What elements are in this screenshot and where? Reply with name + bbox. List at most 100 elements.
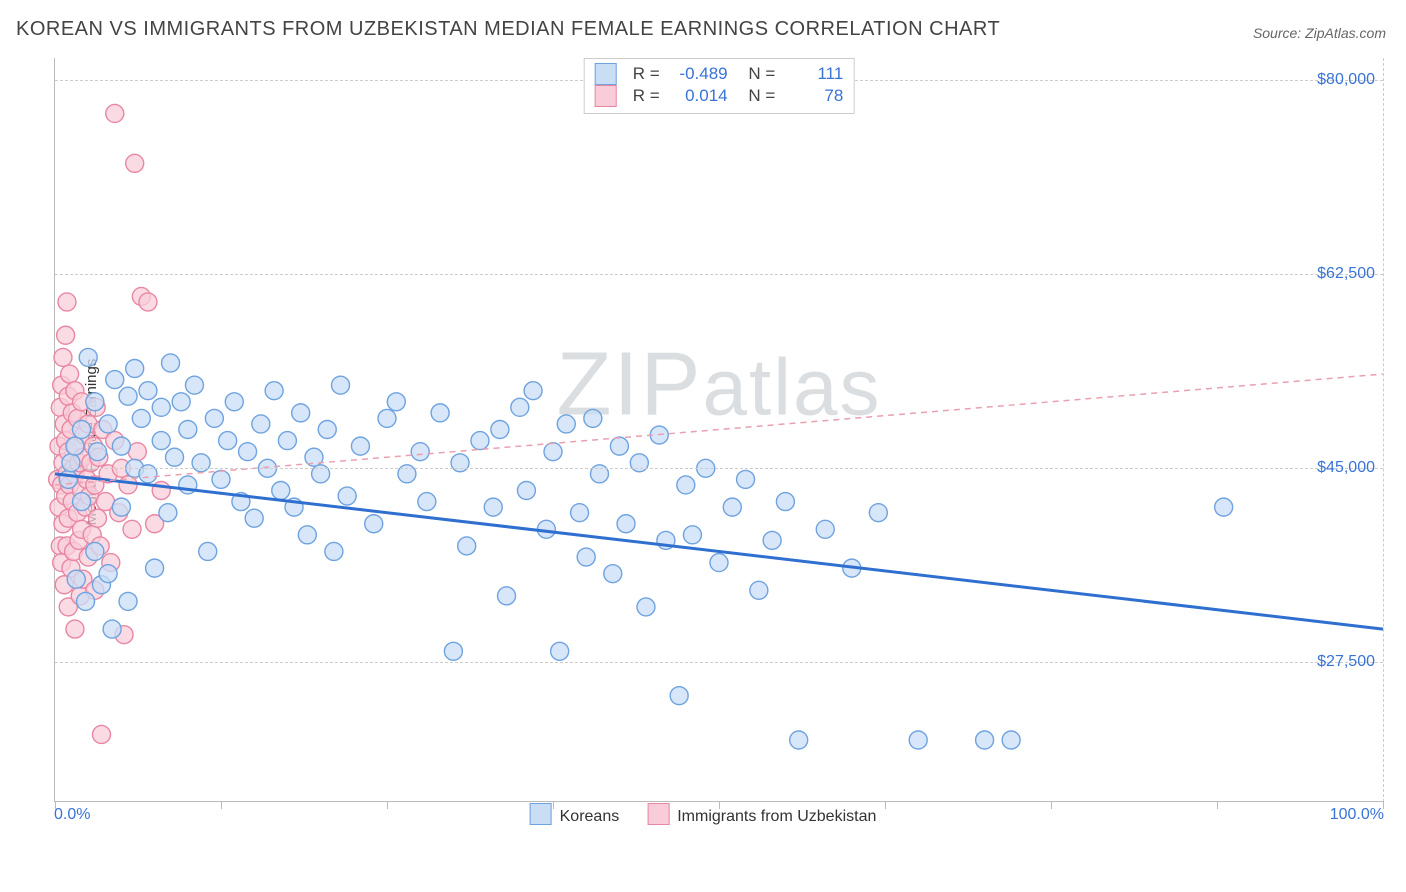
- data-point-koreans: [976, 731, 994, 749]
- data-point-koreans: [511, 398, 529, 416]
- data-point-koreans: [159, 504, 177, 522]
- data-point-koreans: [99, 565, 117, 583]
- data-point-koreans: [551, 642, 569, 660]
- y-tick-label: $80,000: [1317, 71, 1375, 89]
- data-point-uzbekistan: [58, 293, 76, 311]
- data-point-koreans: [1002, 731, 1020, 749]
- data-point-koreans: [869, 504, 887, 522]
- data-point-koreans: [683, 526, 701, 544]
- n-value-koreans: 111: [783, 64, 843, 84]
- data-point-koreans: [471, 432, 489, 450]
- data-point-koreans: [205, 409, 223, 427]
- legend-row-uzbekistan: R = 0.014 N = 78: [595, 85, 844, 107]
- swatch-uzbekistan: [595, 85, 617, 107]
- data-point-koreans: [59, 470, 77, 488]
- n-label: N =: [748, 86, 775, 106]
- data-point-koreans: [677, 476, 695, 494]
- data-point-koreans: [272, 481, 290, 499]
- chart-area: Median Female Earnings ZIPatlas R = -0.4…: [16, 52, 1390, 832]
- data-point-koreans: [418, 493, 436, 511]
- n-value-uzbekistan: 78: [783, 86, 843, 106]
- gridline: [55, 274, 1383, 275]
- data-point-koreans: [584, 409, 602, 427]
- data-point-koreans: [909, 731, 927, 749]
- data-point-koreans: [166, 448, 184, 466]
- x-max-label: 100.0%: [1330, 806, 1384, 824]
- data-point-koreans: [77, 592, 95, 610]
- data-point-koreans: [86, 393, 104, 411]
- gridline: [55, 468, 1383, 469]
- data-point-koreans: [112, 437, 130, 455]
- data-point-koreans: [544, 443, 562, 461]
- data-point-koreans: [737, 470, 755, 488]
- data-point-koreans: [278, 432, 296, 450]
- header-bar: KOREAN VS IMMIGRANTS FROM UZBEKISTAN MED…: [0, 0, 1406, 49]
- data-point-koreans: [245, 509, 263, 527]
- data-point-koreans: [365, 515, 383, 533]
- source-name: ZipAtlas.com: [1305, 25, 1386, 41]
- data-point-koreans: [106, 371, 124, 389]
- data-point-koreans: [219, 432, 237, 450]
- data-point-koreans: [710, 554, 728, 572]
- swatch-koreans: [595, 63, 617, 85]
- data-point-koreans: [152, 432, 170, 450]
- plot-region: ZIPatlas R = -0.489 N = 111 R = 0.014 N …: [54, 58, 1384, 802]
- data-point-uzbekistan: [66, 620, 84, 638]
- data-point-koreans: [524, 382, 542, 400]
- data-point-koreans: [119, 592, 137, 610]
- data-point-koreans: [750, 581, 768, 599]
- data-point-koreans: [557, 415, 575, 433]
- data-point-koreans: [637, 598, 655, 616]
- data-point-koreans: [73, 421, 91, 439]
- scatter-svg-layer: [55, 58, 1383, 801]
- source-credit: Source: ZipAtlas.com: [1253, 25, 1386, 41]
- data-point-koreans: [119, 387, 137, 405]
- data-point-koreans: [610, 437, 628, 455]
- r-label: R =: [633, 64, 660, 84]
- chart-title: KOREAN VS IMMIGRANTS FROM UZBEKISTAN MED…: [16, 18, 1000, 41]
- data-point-uzbekistan: [126, 154, 144, 172]
- legend-item-uzbekistan: Immigrants from Uzbekistan: [647, 803, 876, 826]
- data-point-koreans: [604, 565, 622, 583]
- r-label: R =: [633, 86, 660, 106]
- y-tick-label: $45,000: [1317, 459, 1375, 477]
- data-point-koreans: [763, 531, 781, 549]
- data-point-koreans: [67, 570, 85, 588]
- data-point-koreans: [112, 498, 130, 516]
- data-point-koreans: [484, 498, 502, 516]
- swatch-uzbekistan: [647, 803, 669, 825]
- x-tick: [885, 801, 886, 809]
- data-point-koreans: [185, 376, 203, 394]
- x-tick: [387, 801, 388, 809]
- y-tick-label: $27,500: [1317, 653, 1375, 671]
- data-point-uzbekistan: [139, 293, 157, 311]
- data-point-koreans: [498, 587, 516, 605]
- data-point-uzbekistan: [88, 509, 106, 527]
- data-point-koreans: [86, 542, 104, 560]
- data-point-koreans: [152, 398, 170, 416]
- x-tick: [1051, 801, 1052, 809]
- data-point-uzbekistan: [123, 520, 141, 538]
- source-prefix: Source:: [1253, 25, 1305, 41]
- data-point-koreans: [88, 443, 106, 461]
- data-point-koreans: [252, 415, 270, 433]
- data-point-koreans: [387, 393, 405, 411]
- data-point-koreans: [790, 731, 808, 749]
- data-point-koreans: [338, 487, 356, 505]
- r-value-koreans: -0.489: [668, 64, 728, 84]
- data-point-koreans: [298, 526, 316, 544]
- data-point-koreans: [723, 498, 741, 516]
- data-point-koreans: [517, 481, 535, 499]
- data-point-koreans: [292, 404, 310, 422]
- swatch-koreans: [530, 803, 552, 825]
- data-point-uzbekistan: [106, 104, 124, 122]
- data-point-koreans: [1215, 498, 1233, 516]
- data-point-koreans: [73, 493, 91, 511]
- data-point-uzbekistan: [54, 348, 72, 366]
- legend-label-koreans: Koreans: [560, 808, 620, 825]
- data-point-koreans: [99, 415, 117, 433]
- legend-row-koreans: R = -0.489 N = 111: [595, 63, 844, 85]
- x-tick: [1217, 801, 1218, 809]
- data-point-koreans: [162, 354, 180, 372]
- n-label: N =: [748, 64, 775, 84]
